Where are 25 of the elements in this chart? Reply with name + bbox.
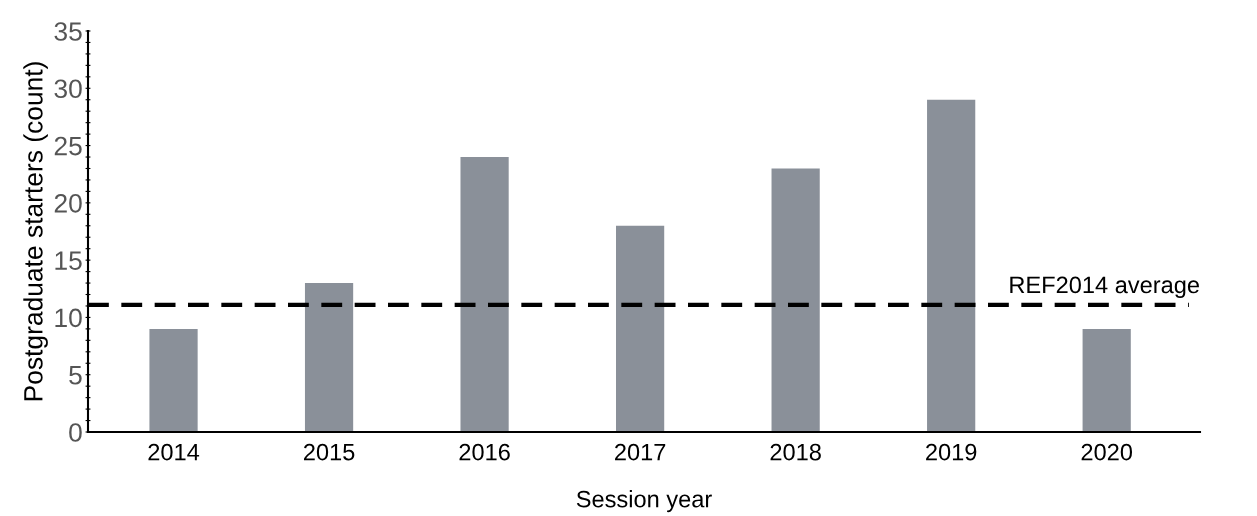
bar: [771, 168, 820, 432]
bar: [616, 225, 665, 432]
y-tick-label: 5: [69, 366, 82, 385]
y-tick-label: 10: [55, 308, 82, 328]
y-tick-label: 20: [54, 193, 82, 213]
bar: [304, 283, 354, 432]
x-tick-label: 2019: [926, 443, 977, 461]
y-tick-label: 0: [69, 423, 82, 442]
x-tick-label: 2020: [1081, 443, 1133, 461]
x-tick-label: 2016: [459, 443, 510, 461]
x-tick-label: 2014: [148, 443, 200, 461]
y-axis-title: Postgraduate starters (count): [23, 62, 48, 401]
x-tick-label: 2017: [615, 443, 666, 461]
y-tick-label: 35: [54, 22, 82, 41]
bar: [927, 99, 976, 432]
bar: [460, 157, 509, 432]
x-tick-label: 2018: [770, 443, 821, 461]
y-tick-label: 30: [54, 79, 82, 99]
bar: [149, 328, 198, 432]
bar: [1082, 328, 1131, 432]
x-axis-title: Session year: [576, 490, 712, 513]
x-tick-label: 2015: [303, 443, 355, 461]
ref-line-label: REF2014 average: [1010, 276, 1199, 298]
y-tick-label: 25: [54, 136, 82, 156]
y-tick-label: 15: [55, 251, 82, 270]
